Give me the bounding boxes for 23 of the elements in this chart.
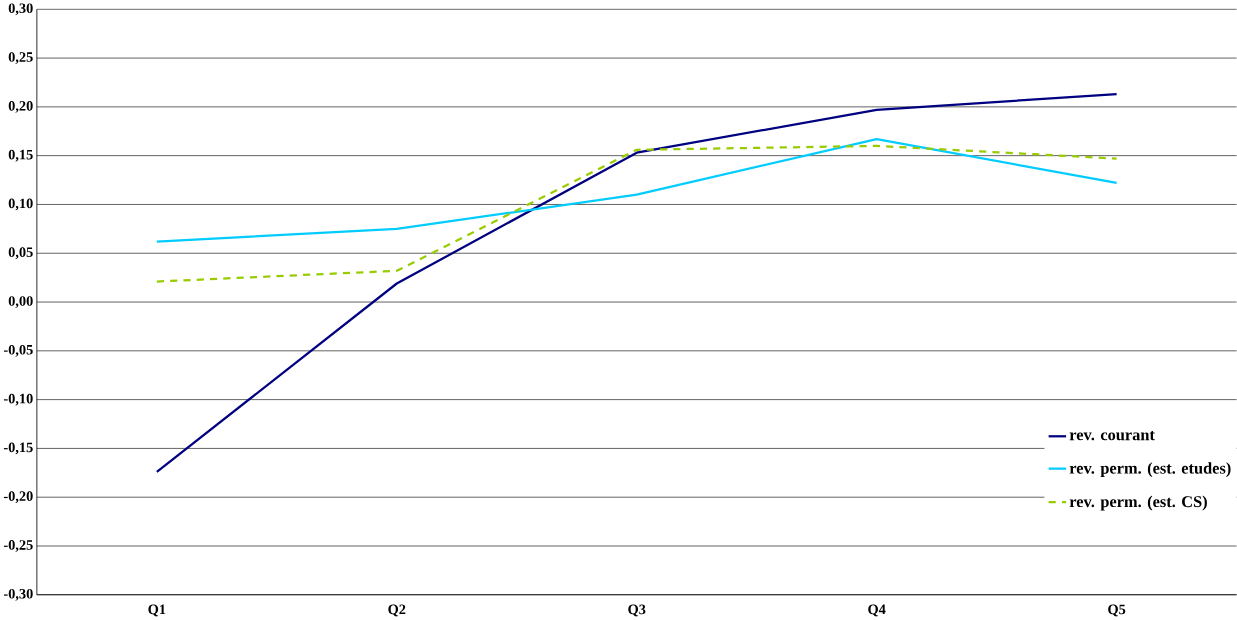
legend-label: rev. courant xyxy=(1069,431,1155,441)
y-tick-label: -0,25 xyxy=(3,540,33,552)
x-tick-label: Q1 xyxy=(148,604,166,617)
y-tick-label: -0,05 xyxy=(3,345,33,357)
y-tick-label: -0,30 xyxy=(3,589,33,601)
legend-label: rev. perm. (est. CS) xyxy=(1069,495,1207,511)
y-tick-label: 0,25 xyxy=(8,52,33,65)
y-tick-label: 0,20 xyxy=(8,101,33,113)
y-tick-label: 0,30 xyxy=(8,3,33,16)
x-tick-label: Q4 xyxy=(868,604,886,617)
y-tick-label: 0,05 xyxy=(8,247,33,260)
y-tick-label: 0,15 xyxy=(8,149,33,162)
y-tick-label: 0,00 xyxy=(8,296,33,309)
y-tick-label: -0,10 xyxy=(3,393,33,406)
x-tick-label: Q5 xyxy=(1108,604,1126,617)
y-tick-label: 0,10 xyxy=(8,198,33,211)
line-series xyxy=(155,144,1118,283)
x-tick-label: Q3 xyxy=(628,604,646,617)
line-series xyxy=(155,138,1118,243)
y-tick-label: -0,15 xyxy=(3,442,33,455)
x-tick-label: Q2 xyxy=(388,604,406,617)
legend-label: rev. perm. (est. etudes) xyxy=(1069,462,1231,478)
y-tick-label: -0,20 xyxy=(3,491,33,504)
